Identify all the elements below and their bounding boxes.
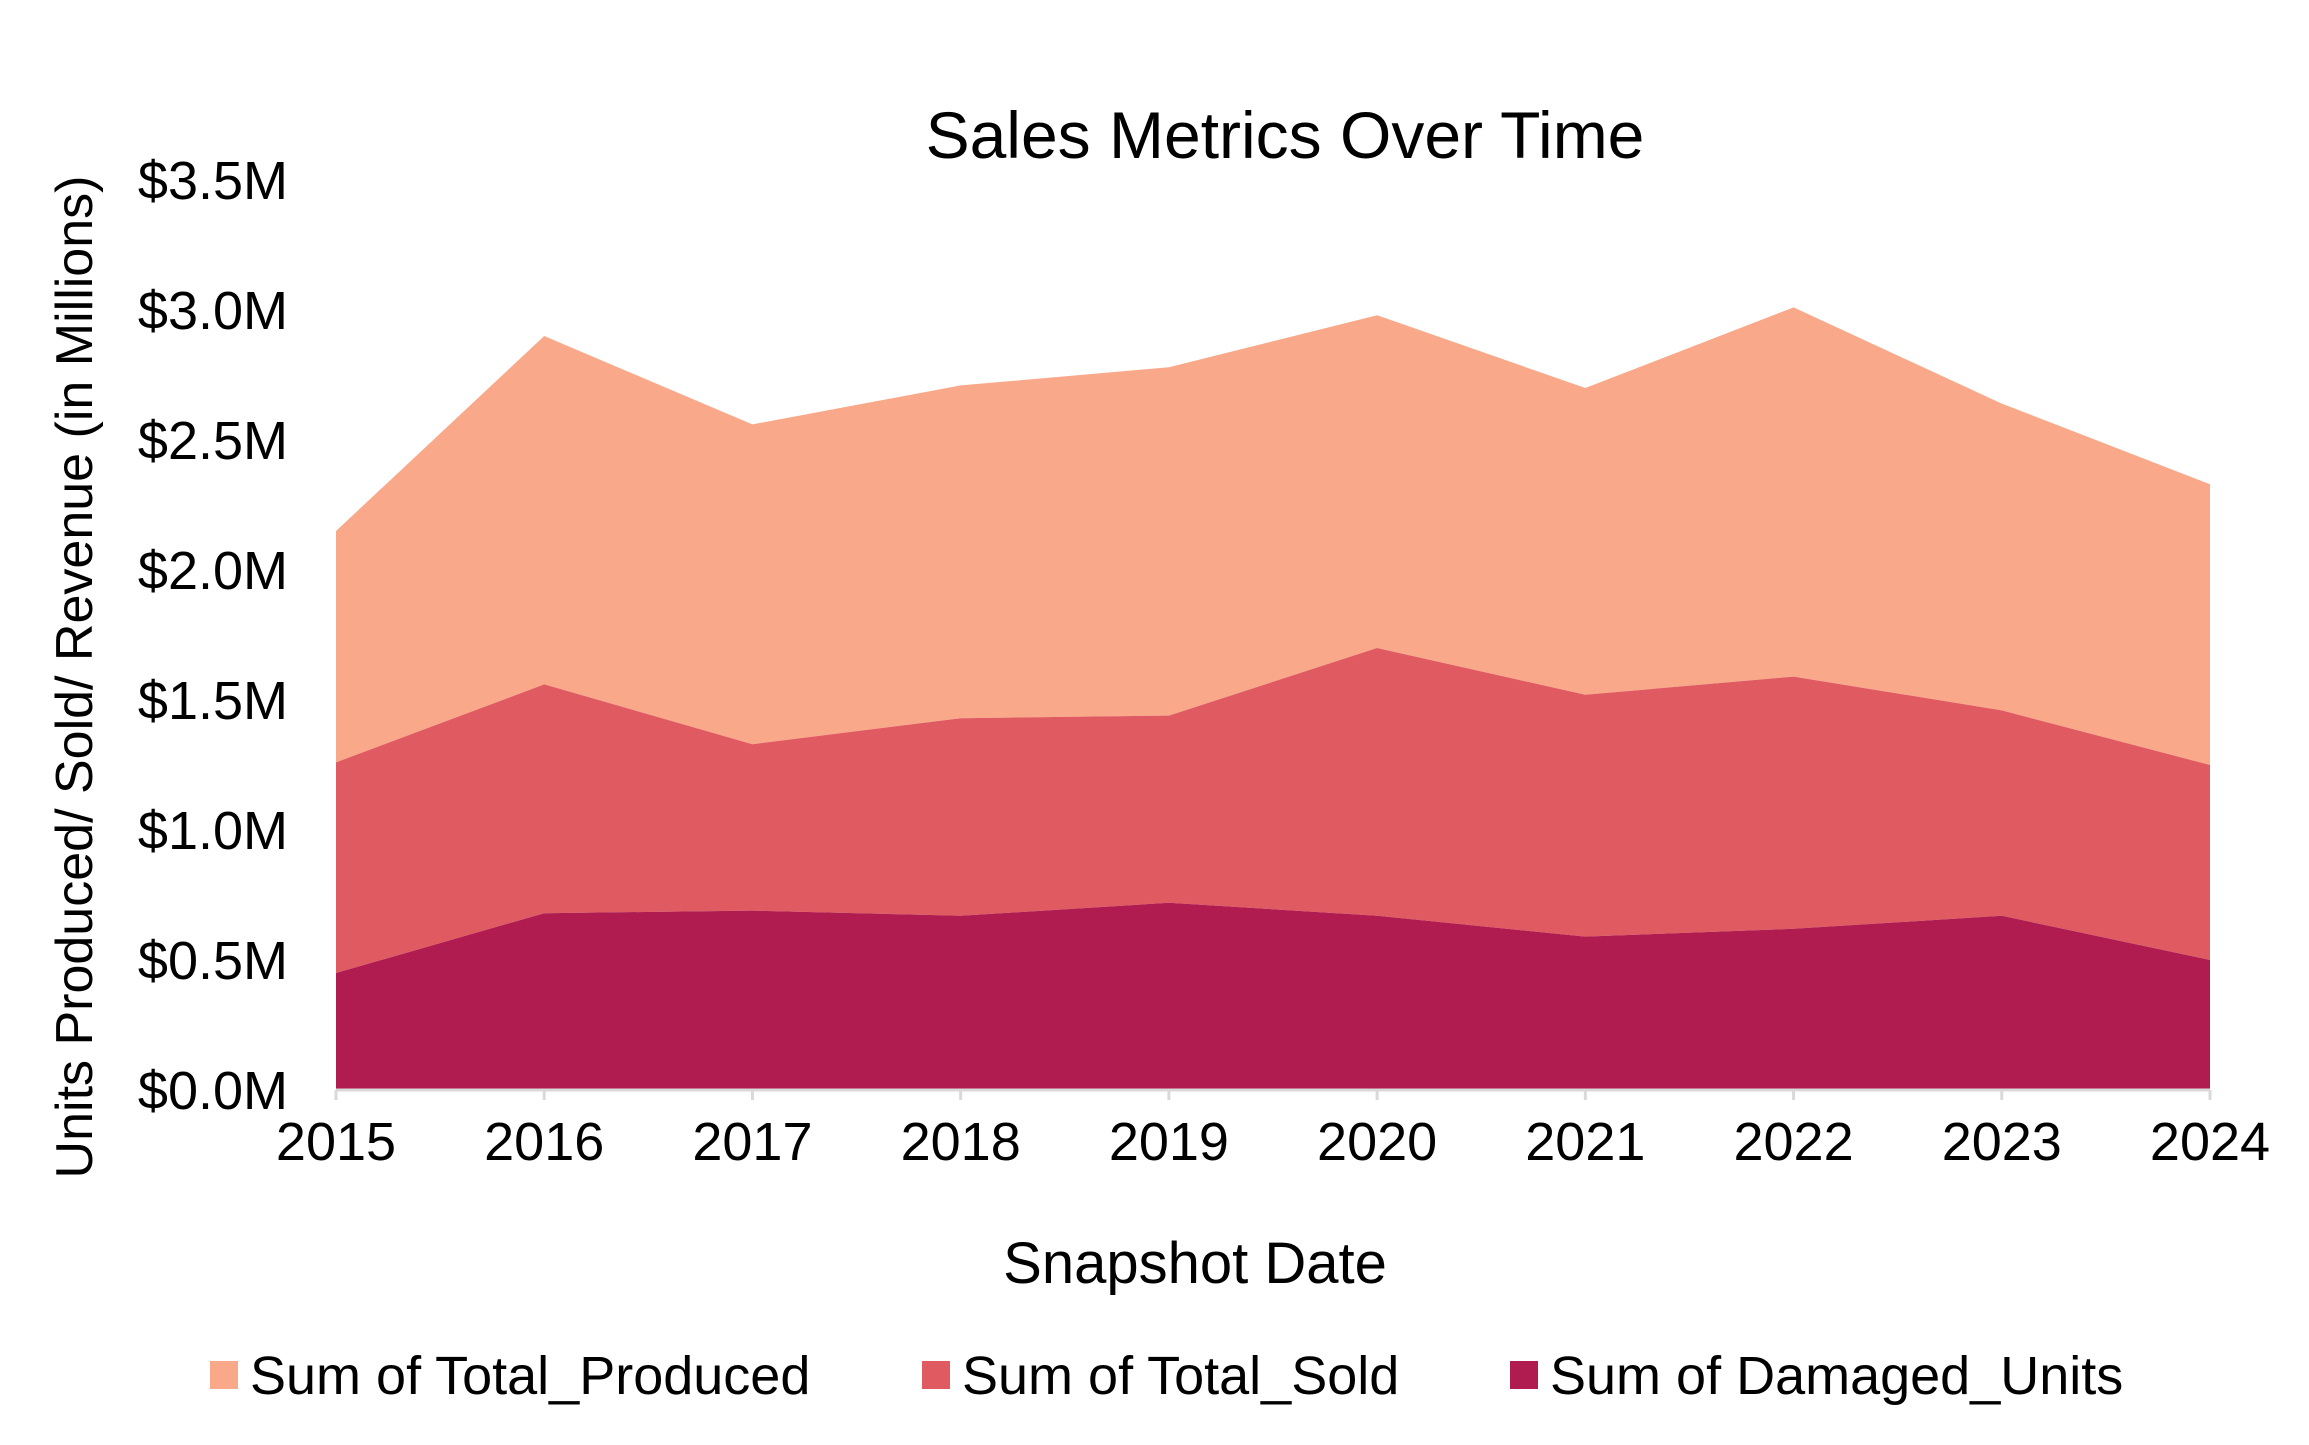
chart-title: Sales Metrics Over Time: [926, 98, 1645, 172]
axes-layer: 2015 2016 2017 2018 2019 2020 2021 2022 2023 2024…: [138, 151, 2270, 1172]
x-tick-label: 2022: [1733, 1112, 1853, 1172]
x-tick-label: 2019: [1109, 1112, 1229, 1172]
x-tick-label: 2017: [692, 1112, 812, 1172]
y-tick-label: $3.5M: [138, 151, 288, 211]
area-sum-of-damaged-units: [336, 902, 2210, 1090]
y-tick-label: $3.0M: [138, 281, 288, 341]
x-tick-label: 2015: [276, 1112, 396, 1172]
x-axis-title: Snapshot Date: [1003, 1231, 1387, 1296]
x-tick-label: 2020: [1317, 1112, 1437, 1172]
legend-swatch: [210, 1361, 238, 1389]
x-tick-label: 2023: [1942, 1112, 2062, 1172]
legend-label: Sum of Total_Sold: [962, 1346, 1399, 1406]
legend-item: Sum of Total_Sold: [922, 1346, 1399, 1406]
legend-item: Sum of Total_Produced: [210, 1346, 810, 1406]
legend: Sum of Total_Produced Sum of Total_Sold Su…: [210, 1346, 2123, 1406]
x-tick-label: 2021: [1525, 1112, 1645, 1172]
legend-label: Sum of Damaged_Units: [1550, 1346, 2123, 1406]
area-sum-of-total-sold: [336, 648, 2210, 973]
y-tick-label: $2.0M: [138, 541, 288, 601]
y-tick-label: $0.0M: [138, 1061, 288, 1121]
legend-swatch: [922, 1361, 950, 1389]
y-tick-label: $0.5M: [138, 931, 288, 991]
y-tick-label: $1.5M: [138, 671, 288, 731]
legend-item: Sum of Damaged_Units: [1510, 1346, 2123, 1406]
areas-layer: [336, 307, 2210, 1090]
x-tick-label: 2024: [2150, 1112, 2270, 1172]
y-tick-label: $2.5M: [138, 411, 288, 471]
area-sum-of-total-produced: [336, 307, 2210, 765]
y-axis-title: Units Produced/ Sold/ Revenue (in Millio…: [46, 176, 104, 1179]
y-tick-label: $1.0M: [138, 801, 288, 861]
x-tick-label: 2018: [901, 1112, 1021, 1172]
legend-swatch: [1510, 1361, 1538, 1389]
x-tick-label: 2016: [484, 1112, 604, 1172]
legend-label: Sum of Total_Produced: [250, 1346, 810, 1406]
